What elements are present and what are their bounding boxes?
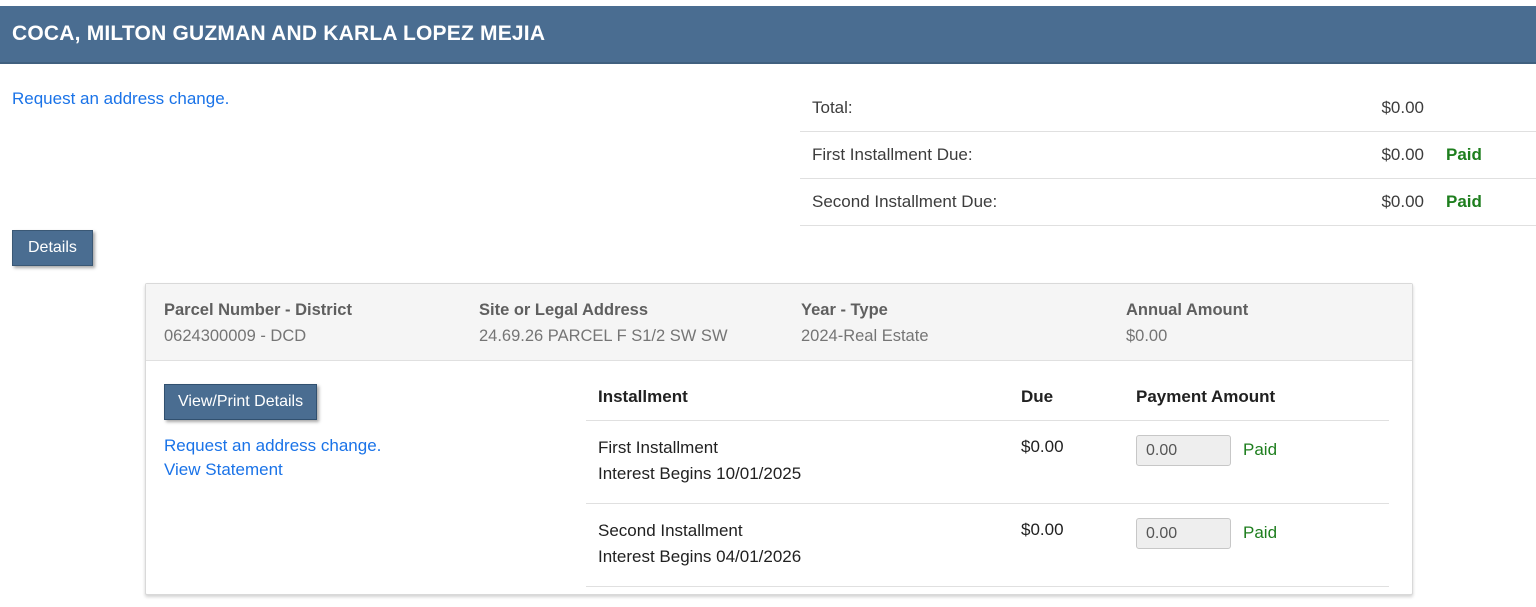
site-address-column: Site or Legal Address 24.69.26 PARCEL F … (479, 298, 801, 360)
owner-title-bar: COCA, MILTON GUZMAN AND KARLA LOPEZ MEJI… (0, 6, 1536, 64)
summary-label: Second Installment Due: (812, 192, 998, 211)
table-row-first-installment: First Installment Interest Begins 10/01/… (586, 421, 1389, 504)
owner-name: COCA, MILTON GUZMAN AND KARLA LOPEZ MEJI… (12, 22, 546, 45)
due-amount: $0.00 (1021, 437, 1064, 456)
payment-summary-table: Total: $0.00 First Installment Due: $0.0… (800, 85, 1536, 226)
annual-amount-column: Annual Amount $0.00 (1126, 298, 1412, 360)
parcel-number-value: 0624300009 - DCD (164, 327, 307, 345)
installment-name: First Installment (598, 438, 718, 457)
installment-cell: Second Installment Interest Begins 04/01… (598, 518, 1021, 570)
request-address-change-link[interactable]: Request an address change. (12, 89, 230, 108)
year-type-label: Year - Type (801, 301, 888, 319)
summary-row-second-installment: Second Installment Due: $0.00 Paid (800, 179, 1536, 226)
paid-status-text: Paid (1243, 523, 1278, 542)
annual-amount-label: Annual Amount (1126, 301, 1249, 319)
annual-amount-value: $0.00 (1126, 327, 1168, 345)
request-address-change-link[interactable]: Request an address change. (164, 436, 382, 455)
due-amount: $0.00 (1021, 520, 1064, 539)
payment-amount-input[interactable] (1136, 518, 1231, 549)
paid-status-badge: Paid (1446, 192, 1482, 211)
table-row-second-installment: Second Installment Interest Begins 04/01… (586, 504, 1389, 587)
summary-label: Total: (812, 98, 853, 117)
installment-column-header: Installment (598, 387, 688, 406)
summary-row-first-installment: First Installment Due: $0.00 Paid (800, 132, 1536, 179)
parcel-number-column: Parcel Number - District 0624300009 - DC… (164, 298, 479, 360)
payment-amount-input[interactable] (1136, 435, 1231, 466)
interest-begins-text: Interest Begins 10/01/2025 (598, 464, 802, 483)
summary-amount: $0.00 (1381, 192, 1424, 211)
payment-amount-column-header: Payment Amount (1136, 387, 1276, 406)
installments-table: Installment Due Payment Amount First Ins… (586, 361, 1389, 595)
payment-cell: Paid (1136, 435, 1389, 487)
details-button[interactable]: Details (12, 230, 93, 266)
paid-status-text: Paid (1243, 440, 1278, 459)
installment-name: Second Installment (598, 521, 743, 540)
summary-amount: $0.00 (1381, 98, 1424, 117)
year-type-value: 2024-Real Estate (801, 327, 929, 345)
parcel-action-links: Request an address change. View Statemen… (164, 434, 586, 482)
site-address-value: 24.69.26 PARCEL F S1/2 SW SW (479, 327, 728, 345)
summary-row-total: Total: $0.00 (800, 85, 1536, 132)
parcel-number-label: Parcel Number - District (164, 301, 352, 319)
due-column-header: Due (1021, 387, 1054, 406)
interest-begins-text: Interest Begins 04/01/2026 (598, 547, 802, 566)
parcel-card-header: Parcel Number - District 0624300009 - DC… (146, 284, 1412, 361)
parcel-card: Parcel Number - District 0624300009 - DC… (145, 283, 1413, 595)
view-statement-link[interactable]: View Statement (164, 460, 283, 479)
payment-cell: Paid (1136, 518, 1389, 570)
summary-amount: $0.00 (1381, 145, 1424, 164)
parcel-actions: View/Print Details Request an address ch… (146, 361, 586, 595)
view-print-details-button[interactable]: View/Print Details (164, 384, 318, 420)
installments-table-header: Installment Due Payment Amount (586, 361, 1389, 421)
site-address-label: Site or Legal Address (479, 301, 649, 319)
parcel-card-body: View/Print Details Request an address ch… (146, 361, 1412, 595)
summary-label: First Installment Due: (812, 145, 973, 164)
paid-status-badge: Paid (1446, 145, 1482, 164)
installment-cell: First Installment Interest Begins 10/01/… (598, 435, 1021, 487)
year-type-column: Year - Type 2024-Real Estate (801, 298, 1126, 360)
